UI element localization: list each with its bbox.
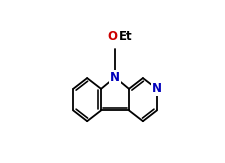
Text: O: O	[108, 30, 118, 43]
Text: N: N	[152, 82, 162, 95]
Text: Et: Et	[119, 30, 133, 43]
Text: N: N	[110, 71, 120, 84]
